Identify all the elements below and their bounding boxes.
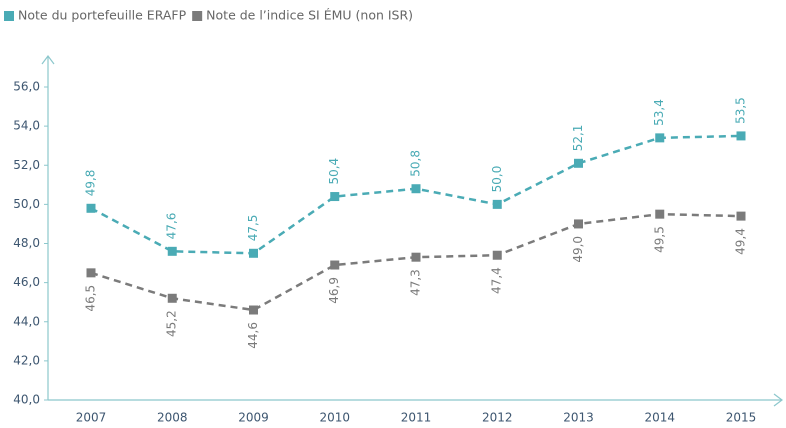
value-label: 47,5	[246, 215, 260, 242]
marker	[492, 250, 502, 260]
value-label: 49,4	[734, 228, 748, 255]
marker	[411, 252, 421, 262]
marker	[492, 199, 502, 209]
legend-label: Note de l’indice SI ÉMU (non ISR)	[206, 8, 413, 23]
value-label: 50,4	[327, 158, 341, 185]
value-label: 46,9	[327, 277, 341, 304]
marker	[330, 192, 340, 202]
value-label: 45,2	[165, 310, 179, 337]
value-label: 53,5	[734, 97, 748, 124]
x-tick-label: 2011	[401, 411, 432, 425]
y-tick-label: 48,0	[13, 236, 40, 250]
value-label: 49,0	[571, 236, 585, 263]
legend-swatch	[192, 11, 203, 21]
marker	[655, 133, 665, 143]
marker	[574, 219, 583, 229]
y-tick-label: 52,0	[13, 158, 40, 172]
x-tick-label: 2013	[563, 411, 594, 425]
marker	[167, 246, 177, 256]
y-tick-label: 44,0	[13, 314, 40, 328]
marker	[736, 131, 746, 141]
marker	[86, 268, 96, 278]
marker	[411, 184, 421, 194]
y-tick-label: 46,0	[13, 275, 40, 289]
legend-label: Note du portefeuille ERAFP	[18, 8, 187, 23]
value-label: 44,6	[246, 322, 260, 349]
y-tick-label: 40,0	[13, 393, 40, 407]
y-tick-label: 50,0	[13, 197, 40, 211]
x-tick-label: 2014	[644, 411, 675, 425]
marker	[655, 209, 665, 219]
marker	[167, 293, 177, 303]
value-label: 47,6	[165, 213, 179, 240]
x-axis-arrow	[773, 393, 783, 407]
value-label: 53,4	[652, 99, 666, 126]
x-tick-label: 2012	[482, 411, 513, 425]
marker	[86, 203, 96, 213]
marker	[330, 260, 340, 270]
value-label: 49,8	[84, 170, 98, 197]
x-tick-label: 2010	[319, 411, 350, 425]
marker	[249, 305, 258, 315]
axes	[41, 55, 783, 407]
value-label: 49,5	[652, 226, 666, 253]
value-label: 50,8	[409, 150, 423, 177]
x-tick-label: 2008	[157, 411, 188, 425]
marker	[736, 211, 746, 221]
y-tick-label: 54,0	[13, 119, 40, 133]
value-label: 47,3	[409, 269, 423, 296]
x-tick-label: 2009	[238, 411, 269, 425]
y-axis-arrow	[41, 55, 55, 65]
value-label: 50,0	[490, 166, 504, 193]
marker	[249, 248, 258, 258]
x-tick-label: 2015	[726, 411, 757, 425]
value-label: 52,1	[571, 125, 585, 152]
y-tick-label: 56,0	[13, 80, 40, 94]
marker	[574, 158, 583, 168]
x-tick-label: 2007	[76, 411, 107, 425]
y-tick-label: 42,0	[13, 353, 40, 367]
value-label: 47,4	[490, 267, 504, 294]
legend-swatch	[4, 11, 14, 21]
value-label: 46,5	[84, 285, 98, 312]
